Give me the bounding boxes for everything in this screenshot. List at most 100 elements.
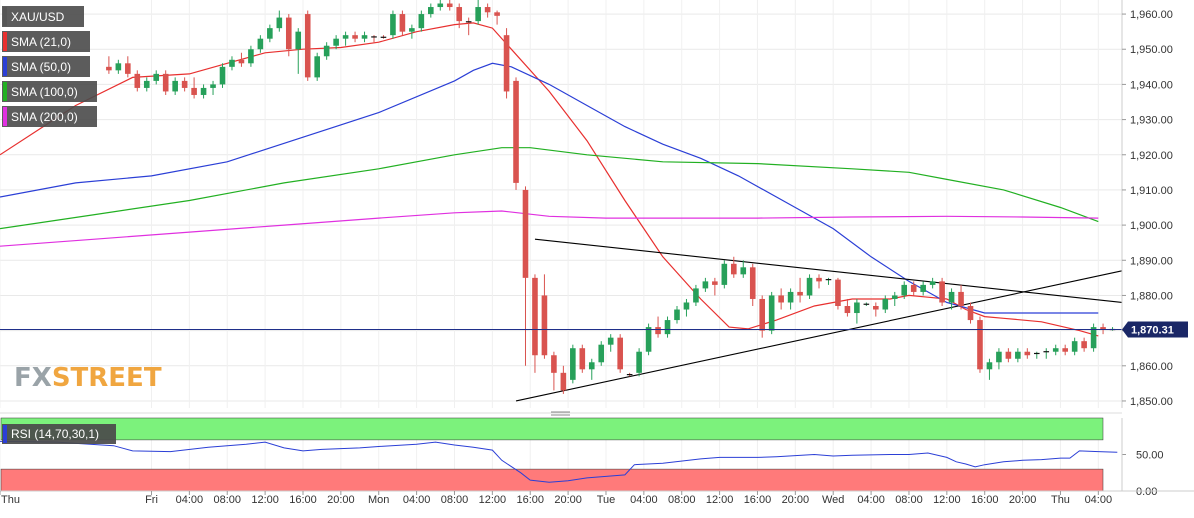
candle <box>740 260 747 278</box>
time-tick-label: Mon <box>368 494 389 506</box>
price-tick-label: 1,890.00 <box>1130 255 1173 267</box>
candle <box>655 316 661 338</box>
candle <box>437 0 444 11</box>
panel-splitter[interactable] <box>0 411 1122 416</box>
legend-swatch <box>3 7 7 26</box>
legend-item[interactable]: XAU/USD <box>2 6 84 27</box>
candle-body <box>484 7 491 13</box>
candle-body <box>238 59 245 64</box>
candle <box>541 274 548 359</box>
candle <box>986 358 993 380</box>
watermark-fx: FX <box>14 363 52 393</box>
rsi-legend-swatch <box>3 425 7 443</box>
candle <box>835 277 841 310</box>
legend-box <box>2 81 97 102</box>
candle-body <box>314 56 320 78</box>
candle-body <box>693 288 699 303</box>
candle <box>816 274 822 289</box>
rsi-ticks: 50.00 0.00 <box>1122 450 1164 498</box>
price-ticks: 1,960.00 1,950.00 1,940.00 1,930.00 1,920.00… <box>1122 9 1173 408</box>
candle-body <box>797 291 803 296</box>
legend-item[interactable]: SMA (50,0) <box>2 56 90 77</box>
candle <box>721 260 728 289</box>
candle-body <box>352 35 358 39</box>
candle-body <box>134 73 141 88</box>
candle <box>342 31 349 46</box>
legend-box <box>2 6 84 27</box>
time-tick-label: 12:00 <box>933 494 961 506</box>
candle-body <box>409 28 415 32</box>
candle-body <box>910 284 917 292</box>
candle <box>598 341 605 366</box>
sma-200-0-line <box>0 210 1099 247</box>
rsi-line <box>0 440 1118 483</box>
time-tick-label: 20:00 <box>327 494 355 506</box>
candle-body <box>1024 351 1031 356</box>
candle-body <box>570 348 576 380</box>
time-tick-label: 12:00 <box>479 494 507 506</box>
candle <box>588 358 595 380</box>
candle-body <box>522 189 529 278</box>
legend-label: SMA (21,0) <box>11 35 71 49</box>
candle-body <box>873 306 879 310</box>
candles <box>106 0 1116 394</box>
legend-item[interactable]: SMA (100,0) <box>2 81 97 102</box>
price-tick-label: 1,850.00 <box>1130 396 1173 408</box>
candle <box>484 3 491 18</box>
candle <box>1052 344 1059 356</box>
candle <box>948 288 955 310</box>
candle-body <box>598 344 605 363</box>
sma-50-0-line <box>0 62 1099 314</box>
candle <box>674 306 680 324</box>
candle <box>759 295 766 338</box>
candle-body <box>200 87 207 95</box>
candle <box>465 17 472 36</box>
legend-label: SMA (100,0) <box>11 85 78 99</box>
rsi-legend: RSI (14,70,30,1) <box>2 424 116 444</box>
time-tick-label: 20:00 <box>1009 494 1037 506</box>
candle-body <box>1090 327 1097 349</box>
legend-swatch <box>3 32 7 51</box>
candle-body <box>835 279 841 306</box>
candle-body <box>721 263 728 285</box>
candle-body <box>437 3 444 8</box>
candle <box>920 281 926 296</box>
candle <box>551 351 557 391</box>
candle <box>863 302 870 306</box>
candle-body <box>664 320 671 335</box>
time-tick-label: 08:00 <box>441 494 469 506</box>
candle <box>399 10 406 36</box>
candle-body <box>172 80 178 92</box>
time-tick-label: Fri <box>145 494 158 506</box>
time-tick-label: Tue <box>597 494 616 506</box>
legend-item[interactable]: SMA (200,0) <box>2 106 97 127</box>
candle <box>134 70 141 92</box>
candle-body <box>1062 348 1068 352</box>
candle <box>125 56 131 78</box>
candle-body <box>333 38 339 46</box>
candle <box>153 70 160 85</box>
sma-21-0-line <box>0 22 1099 337</box>
candle <box>106 56 112 74</box>
candle-body <box>749 267 756 299</box>
candle <box>191 77 197 99</box>
legend-item[interactable]: SMA (21,0) <box>2 31 90 52</box>
candle <box>418 10 425 32</box>
candle-body <box>579 348 586 370</box>
candle <box>522 186 529 366</box>
candle-body <box>806 277 813 296</box>
time-tick-label: 04:00 <box>403 494 431 506</box>
candle-body <box>1005 351 1012 359</box>
time-tick-label: 20:00 <box>554 494 582 506</box>
candle <box>778 288 784 310</box>
price-tick-label: 1,860.00 <box>1130 361 1173 373</box>
candle <box>607 334 614 352</box>
price-tick-label: 1,920.00 <box>1130 150 1173 162</box>
rsi-tick-label: 50.00 <box>1136 450 1164 462</box>
candle-body <box>428 7 434 15</box>
candle-body <box>929 281 936 285</box>
candle-body <box>1081 341 1087 349</box>
price-tick-label: 1,960.00 <box>1130 9 1173 21</box>
candle-body <box>399 14 406 32</box>
candle <box>361 31 368 43</box>
